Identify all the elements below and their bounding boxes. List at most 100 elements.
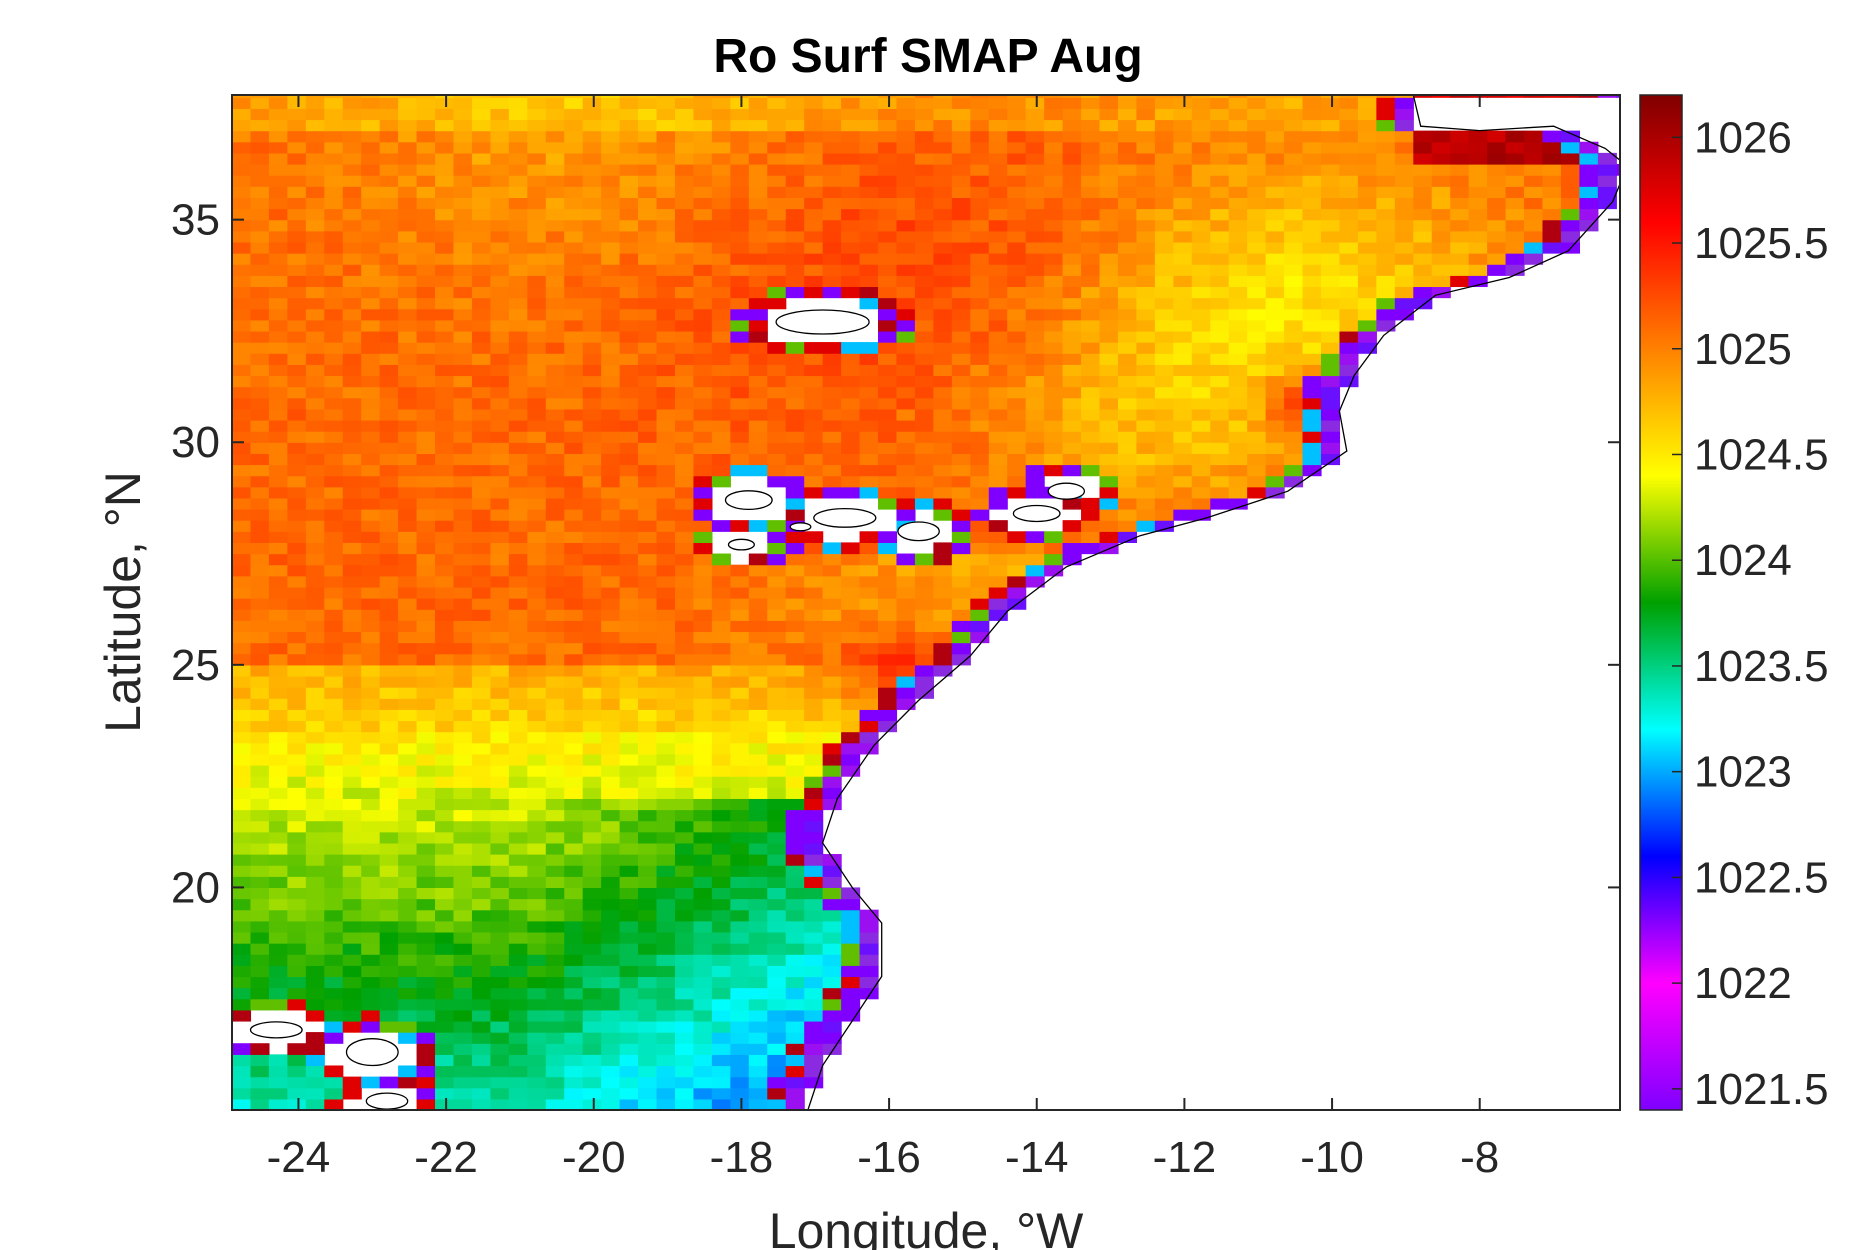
heatmap-cell: [638, 286, 658, 299]
heatmap-cell: [582, 720, 602, 733]
heatmap-cell: [545, 553, 565, 566]
heatmap-cell: [951, 575, 971, 588]
heatmap-cell: [471, 965, 492, 978]
heatmap-cell: [970, 542, 990, 555]
heatmap-cell: [1357, 264, 1377, 276]
heatmap-cell: [379, 342, 399, 354]
heatmap-cell: [508, 698, 528, 710]
heatmap-cell: [361, 731, 381, 744]
heatmap-cell: [324, 865, 344, 877]
heatmap-cell: [471, 1009, 492, 1022]
heatmap-cell: [398, 731, 418, 744]
heatmap-cell: [1173, 497, 1193, 510]
heatmap-cell: [1376, 286, 1396, 299]
heatmap-cell: [379, 253, 399, 265]
heatmap-cell: [951, 475, 971, 488]
heatmap-cell: [527, 787, 547, 799]
heatmap-cell: [896, 141, 916, 154]
heatmap-cell: [1062, 542, 1082, 555]
heatmap-cell: [324, 386, 344, 399]
heatmap-cell: [268, 798, 288, 811]
heatmap-cell: [1339, 319, 1359, 332]
heatmap-cell: [564, 297, 584, 310]
heatmap-cell: [748, 419, 768, 432]
heatmap-cell: [508, 531, 528, 543]
heatmap-cell: [1007, 141, 1027, 154]
heatmap-cell: [1154, 386, 1174, 399]
heatmap-cell: [785, 653, 805, 666]
heatmap-cell: [1173, 386, 1193, 399]
heatmap-cell: [305, 720, 325, 733]
heatmap-cell: [268, 598, 288, 610]
heatmap-cell: [914, 186, 934, 198]
heatmap-cell: [305, 208, 325, 221]
heatmap-cell: [582, 954, 602, 966]
heatmap-cell: [1062, 253, 1082, 265]
heatmap-cell: [896, 164, 916, 176]
heatmap-cell: [1579, 219, 1599, 232]
heatmap-cell: [324, 642, 344, 655]
heatmap-cell: [988, 386, 1008, 399]
heatmap-cell: [527, 776, 547, 788]
heatmap-cell: [232, 308, 252, 321]
heatmap-cell: [305, 920, 325, 933]
heatmap-cell: [398, 253, 418, 265]
heatmap-cell: [268, 776, 288, 788]
heatmap-cell: [693, 876, 713, 889]
heatmap-cell: [1376, 219, 1396, 232]
heatmap-cell: [1247, 431, 1267, 443]
heatmap-cell: [748, 442, 768, 454]
heatmap-cell: [638, 1043, 658, 1055]
heatmap-cell: [324, 319, 344, 332]
heatmap-cell: [822, 987, 842, 1000]
heatmap-cell: [841, 130, 861, 143]
heatmap-cell: [1062, 230, 1082, 243]
heatmap-cell: [601, 197, 621, 210]
heatmap-cell: [324, 887, 344, 900]
heatmap-cell: [342, 364, 362, 377]
heatmap-cell: [324, 130, 344, 143]
heatmap-cell: [398, 787, 418, 799]
heatmap-cell: [342, 564, 362, 577]
heatmap-cell: [324, 219, 344, 232]
heatmap-cell: [379, 175, 399, 187]
heatmap-cell: [1302, 241, 1322, 254]
heatmap-cell: [582, 653, 602, 666]
heatmap-cell: [951, 108, 971, 121]
heatmap-cell: [804, 865, 824, 877]
heatmap-cell: [674, 642, 695, 655]
heatmap-cell: [711, 520, 731, 532]
heatmap-cell: [508, 720, 528, 733]
heatmap-cell: [527, 842, 547, 855]
heatmap-cell: [1136, 230, 1156, 243]
heatmap-cell: [1136, 442, 1156, 454]
heatmap-cell: [711, 253, 731, 265]
heatmap-cell: [1044, 419, 1064, 432]
heatmap-cell: [324, 475, 344, 488]
heatmap-cell: [656, 1087, 676, 1100]
heatmap-cell: [508, 842, 528, 855]
heatmap-cell: [564, 1098, 584, 1110]
heatmap-cell: [859, 342, 879, 354]
heatmap-cell: [324, 1076, 344, 1089]
heatmap-cell: [471, 486, 492, 499]
heatmap-cell: [342, 141, 362, 154]
heatmap-cell: [822, 664, 842, 677]
heatmap-cell: [287, 920, 307, 933]
heatmap-cell: [822, 976, 842, 989]
heatmap-cell: [545, 798, 565, 811]
heatmap-cell: [693, 520, 713, 532]
heatmap-cell: [656, 931, 676, 944]
heatmap-cell: [398, 97, 418, 109]
heatmap-cell: [398, 976, 418, 989]
heatmap-cell: [398, 520, 418, 532]
heatmap-cell: [748, 820, 768, 833]
heatmap-cell: [674, 319, 695, 332]
heatmap-cell: [859, 609, 879, 621]
heatmap-cell: [1044, 553, 1064, 566]
heatmap-cell: [379, 764, 399, 777]
heatmap-cell: [711, 787, 731, 799]
heatmap-cell: [527, 464, 547, 477]
heatmap-cell: [250, 564, 270, 577]
heatmap-cell: [767, 297, 787, 310]
